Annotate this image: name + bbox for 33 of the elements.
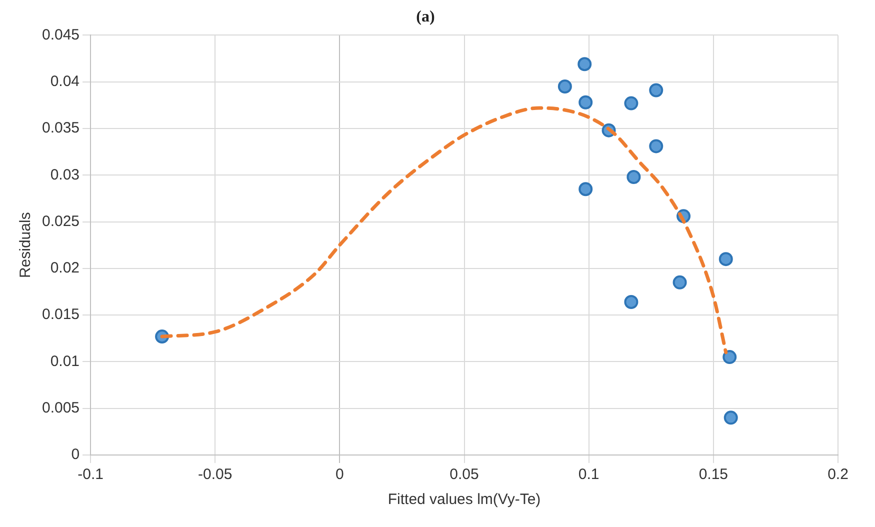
y-tick-label: 0.045	[42, 26, 80, 44]
x-axis-title: Fitted values lm(Vy-Te)	[388, 491, 541, 508]
point	[649, 83, 664, 98]
y-axis-title: Residuals	[17, 212, 34, 278]
x-tick-label: -0.05	[198, 466, 232, 484]
point	[672, 275, 687, 290]
y-tick-label: 0.02	[50, 260, 80, 277]
y-tick-label: 0.025	[42, 212, 80, 230]
y-tick-label: 0.015	[42, 306, 80, 324]
x-tick-label: 0.2	[828, 466, 848, 484]
x-tick-label: 0.05	[450, 466, 479, 484]
y-tick-label: 0.04	[50, 72, 80, 90]
point	[624, 295, 638, 310]
point	[718, 252, 733, 266]
point	[624, 96, 638, 110]
y-tick-label: 0	[71, 446, 80, 464]
point	[724, 410, 738, 425]
point	[578, 182, 593, 196]
chart-title: (a)	[416, 8, 435, 26]
point	[578, 95, 593, 110]
point	[558, 80, 572, 94]
y-tick-label: 0.01	[50, 352, 80, 370]
point	[578, 57, 592, 72]
x-tick-label: -0.1	[78, 466, 104, 484]
y-tick-label: 0.03	[50, 166, 80, 184]
y-tick-label: 0.005	[42, 399, 80, 416]
point	[649, 139, 664, 154]
x-tick-label: 0.1	[578, 466, 600, 484]
x-tick-label: 0	[336, 466, 344, 484]
point	[722, 350, 737, 364]
point	[626, 170, 641, 184]
y-tick-label: 0.035	[42, 120, 80, 137]
x-tick-label: 0.15	[698, 466, 728, 484]
